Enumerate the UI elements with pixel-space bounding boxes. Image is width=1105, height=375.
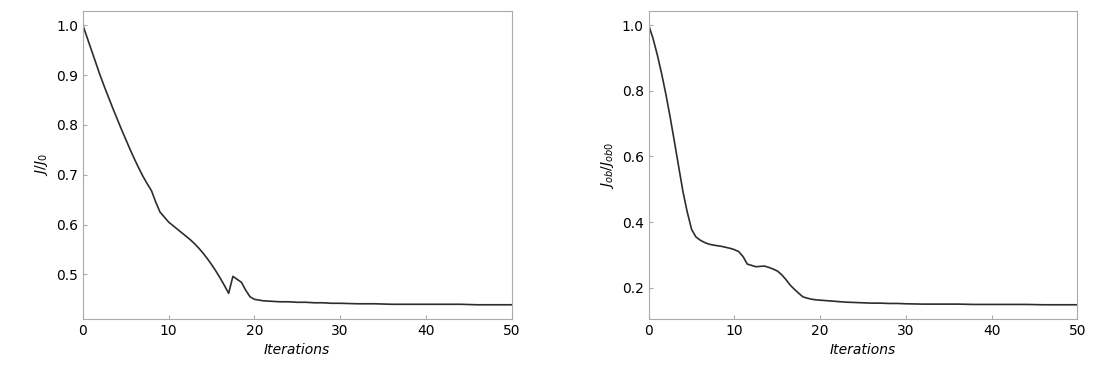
Y-axis label: $J/J_0$: $J/J_0$ [33, 154, 51, 176]
X-axis label: Iterations: Iterations [264, 343, 330, 357]
X-axis label: Iterations: Iterations [830, 343, 896, 357]
Y-axis label: $J_{ob}/J_{ob0}$: $J_{ob}/J_{ob0}$ [599, 141, 617, 189]
